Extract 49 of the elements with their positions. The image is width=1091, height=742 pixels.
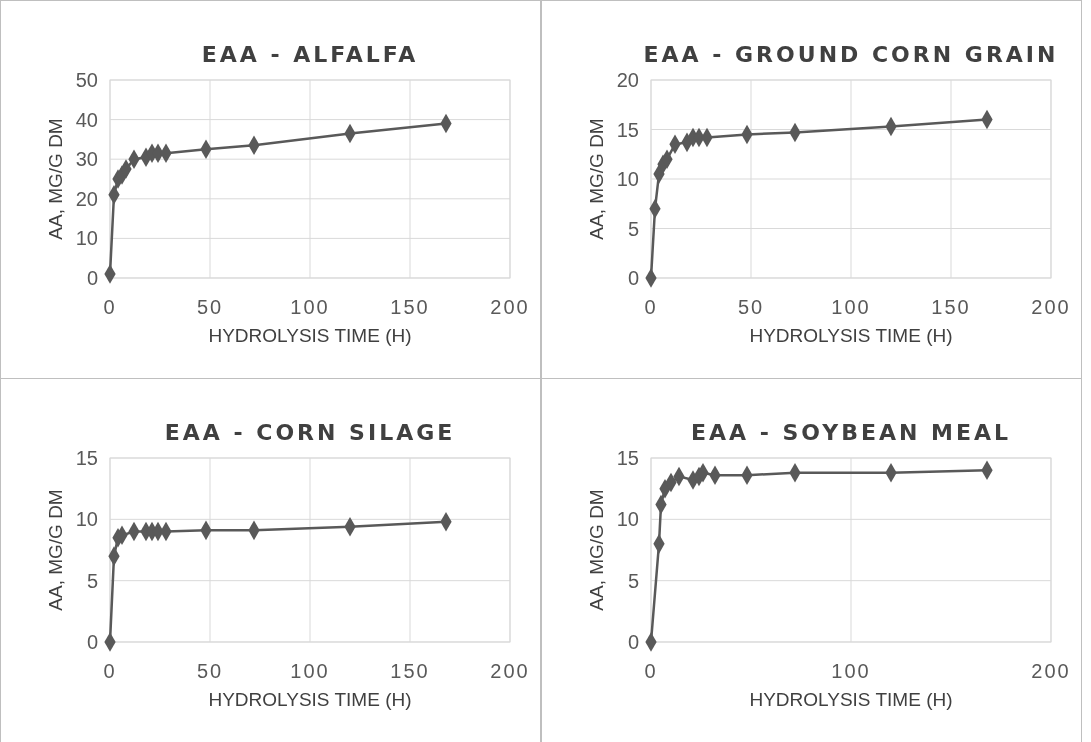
y-axis-title: AA, MG/G DM: [45, 489, 66, 611]
y-tick-label: 30: [75, 148, 98, 171]
y-tick-label: 5: [627, 569, 639, 592]
y-tick-label: 15: [75, 447, 98, 469]
x-tick-label: 50: [737, 296, 765, 318]
y-tick-label: 15: [616, 118, 639, 141]
x-tick-label: 200: [490, 660, 530, 682]
x-tick-label: 100: [831, 660, 871, 682]
x-tick-label: 150: [390, 296, 430, 318]
y-tick-label: 50: [75, 69, 98, 91]
y-tick-label: 10: [75, 508, 98, 531]
chart-title: EAA - SOYBEAN MEAL: [690, 420, 1012, 445]
x-tick-label: 150: [390, 660, 430, 682]
y-tick-label: 0: [86, 631, 98, 653]
y-tick-label: 40: [75, 108, 98, 131]
x-tick-label: 100: [290, 660, 330, 682]
x-tick-label: 200: [1031, 296, 1071, 318]
x-axis-title: HYDROLYSIS TIME (H): [749, 325, 953, 346]
x-tick-label: 0: [644, 296, 658, 318]
y-tick-label: 0: [86, 267, 98, 289]
x-axis-title: HYDROLYSIS TIME (H): [208, 689, 412, 710]
y-tick-label: 0: [627, 267, 639, 289]
x-tick-label: 0: [103, 296, 117, 318]
y-tick-label: 10: [616, 508, 639, 531]
x-tick-label: 100: [831, 296, 871, 318]
x-axis-title: HYDROLYSIS TIME (H): [749, 689, 953, 710]
y-tick-label: 20: [616, 69, 639, 91]
chart-title: EAA - ALFALFA: [201, 42, 419, 67]
x-tick-label: 200: [1031, 660, 1071, 682]
x-tick-label: 0: [103, 660, 117, 682]
y-tick-label: 5: [627, 217, 639, 240]
y-axis-title: AA, MG/G DM: [586, 489, 607, 611]
x-tick-label: 0: [644, 660, 658, 682]
y-tick-label: 15: [616, 447, 639, 469]
x-axis-title: HYDROLYSIS TIME (H): [208, 325, 412, 346]
y-tick-label: 20: [75, 187, 98, 210]
y-tick-label: 5: [86, 569, 98, 592]
y-axis-title: AA, MG/G DM: [45, 118, 66, 240]
chart-title: EAA - GROUND CORN GRAIN: [643, 42, 1059, 67]
x-tick-label: 100: [290, 296, 330, 318]
x-tick-label: 50: [196, 296, 224, 318]
y-tick-label: 10: [75, 227, 98, 250]
x-tick-label: 200: [490, 296, 530, 318]
chart-title: EAA - CORN SILAGE: [164, 420, 456, 445]
x-tick-label: 150: [931, 296, 971, 318]
y-tick-label: 0: [627, 631, 639, 653]
y-axis-title: AA, MG/G DM: [586, 118, 607, 240]
y-tick-label: 10: [616, 168, 639, 190]
x-tick-label: 50: [196, 660, 224, 682]
